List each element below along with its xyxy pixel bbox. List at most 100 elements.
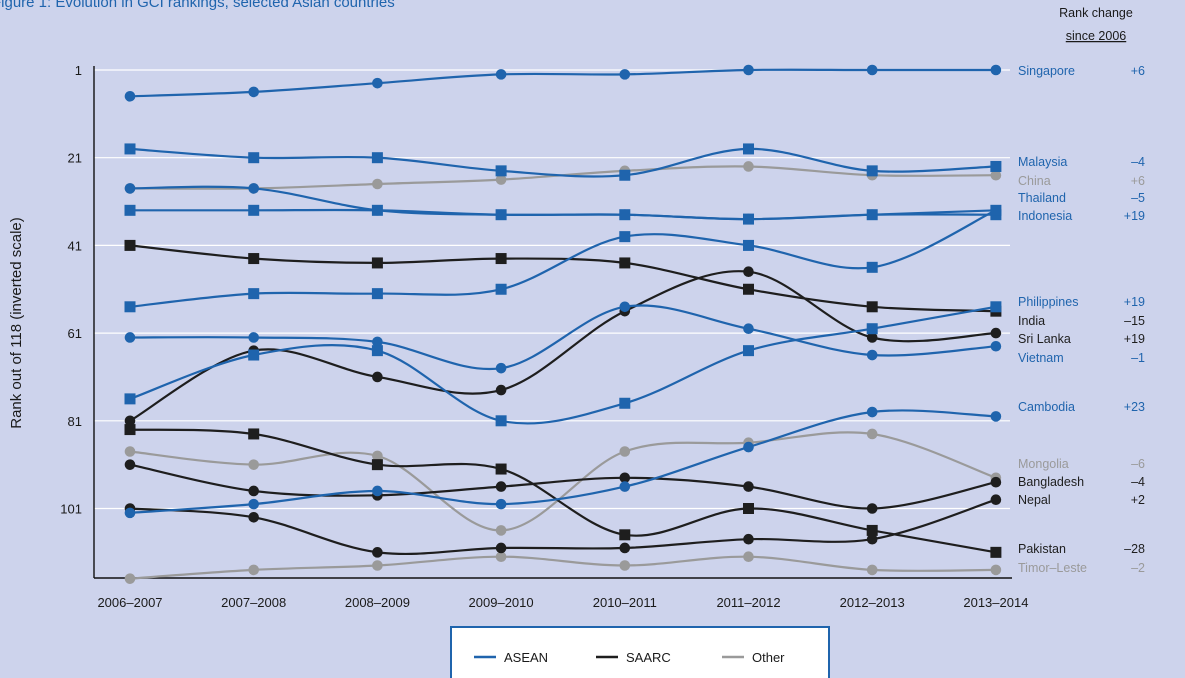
data-point — [990, 169, 1002, 181]
data-point — [495, 551, 507, 563]
data-point — [372, 371, 383, 383]
data-point — [248, 428, 260, 440]
data-point — [990, 546, 1002, 558]
data-point — [619, 257, 631, 269]
data-point — [743, 551, 754, 563]
data-point — [619, 560, 631, 571]
chart-title: Figure 1: Evolution in GCI rankings, sel… — [0, 0, 395, 11]
rank-change-value: +6 — [1131, 174, 1145, 188]
rank-change-value: –1 — [1131, 351, 1145, 365]
data-point — [743, 213, 754, 225]
data-point — [743, 533, 754, 545]
series-line — [129, 305, 997, 425]
data-point — [990, 327, 1002, 339]
rank-change-header-line1: Rank change — [1059, 6, 1133, 20]
data-point — [371, 345, 383, 357]
legend-box — [450, 626, 830, 678]
data-point — [372, 178, 383, 190]
data-point — [495, 463, 507, 475]
rank-change-value: +19 — [1124, 209, 1145, 223]
rank-change-value: –2 — [1131, 561, 1145, 575]
data-point — [248, 152, 260, 164]
rank-change-value: –15 — [1124, 314, 1145, 328]
data-point — [248, 485, 259, 497]
data-point — [866, 261, 878, 273]
x-tick-label: 2006–2007 — [97, 595, 162, 610]
data-point — [124, 301, 136, 313]
data-point — [124, 424, 136, 436]
data-point — [372, 77, 383, 89]
data-point — [990, 411, 1002, 422]
rank-change-value: +6 — [1131, 64, 1145, 78]
data-point — [124, 239, 136, 251]
data-point — [248, 459, 259, 470]
data-point — [619, 542, 631, 554]
series-bangladesh — [124, 459, 1002, 514]
rank-change-value: –6 — [1131, 457, 1145, 471]
data-point — [248, 253, 260, 265]
series-label: Cambodia — [1018, 400, 1075, 414]
data-point — [990, 204, 1002, 216]
series-label: Pakistan — [1018, 542, 1066, 556]
series-singapore — [124, 64, 1002, 102]
data-point — [990, 564, 1002, 576]
rank-change-value: –4 — [1131, 475, 1145, 489]
series-label: Mongolia — [1018, 457, 1069, 471]
legend-label: SAARC — [626, 650, 671, 665]
data-point — [495, 253, 507, 265]
data-point — [619, 301, 631, 313]
data-point — [372, 547, 383, 558]
y-tick-label: 81 — [68, 414, 82, 429]
series-cambodia-asean-blue-lower-path — [124, 406, 1002, 519]
data-point — [495, 384, 507, 396]
y-tick-labels: 1 21 41 61 81 101 — [60, 63, 82, 517]
data-point — [619, 69, 631, 80]
y-tick-label: 21 — [68, 151, 82, 166]
data-point — [495, 415, 507, 427]
data-point — [866, 524, 878, 536]
data-point — [248, 204, 260, 216]
y-tick-label: 41 — [68, 238, 82, 253]
x-tick-label: 2011–2012 — [716, 595, 780, 610]
series-label: Philippines — [1018, 295, 1078, 309]
axes — [93, 66, 1012, 579]
data-point — [124, 143, 136, 155]
data-point — [990, 476, 1002, 488]
series-cambodia — [124, 301, 1002, 427]
gridlines — [94, 69, 1010, 510]
data-point — [248, 511, 259, 523]
data-point — [743, 441, 754, 453]
data-point — [743, 345, 754, 357]
series-label: Vietnam — [1018, 351, 1064, 365]
data-point — [743, 143, 754, 155]
data-point — [619, 231, 631, 243]
series-indonesia — [124, 204, 1002, 225]
data-point — [743, 481, 754, 492]
rank-change-value: +19 — [1124, 295, 1145, 309]
data-point — [619, 481, 631, 492]
data-point — [619, 472, 631, 484]
data-point — [124, 415, 136, 427]
series-label: Nepal — [1018, 493, 1051, 507]
data-point — [124, 573, 136, 584]
series-line — [129, 209, 997, 308]
data-point — [495, 209, 507, 221]
series-line — [129, 68, 996, 98]
x-tick-label: 2013–2014 — [963, 595, 1028, 610]
data-point — [248, 498, 259, 510]
data-point — [743, 283, 754, 295]
data-point — [743, 161, 754, 172]
legend-item-other: Other — [722, 650, 785, 665]
data-point — [990, 160, 1002, 172]
y-tick-label: 101 — [60, 502, 82, 517]
data-point — [866, 428, 878, 440]
data-point — [371, 459, 383, 471]
rank-change-value: +19 — [1124, 332, 1145, 346]
data-point — [495, 165, 507, 177]
x-tick-label: 2010–2011 — [593, 595, 657, 610]
series-vietnam — [124, 301, 1002, 374]
data-point — [743, 266, 754, 278]
data-point — [124, 393, 136, 405]
series-label: Indonesia — [1018, 209, 1072, 223]
x-tick-label: 2007–2008 — [221, 595, 286, 610]
